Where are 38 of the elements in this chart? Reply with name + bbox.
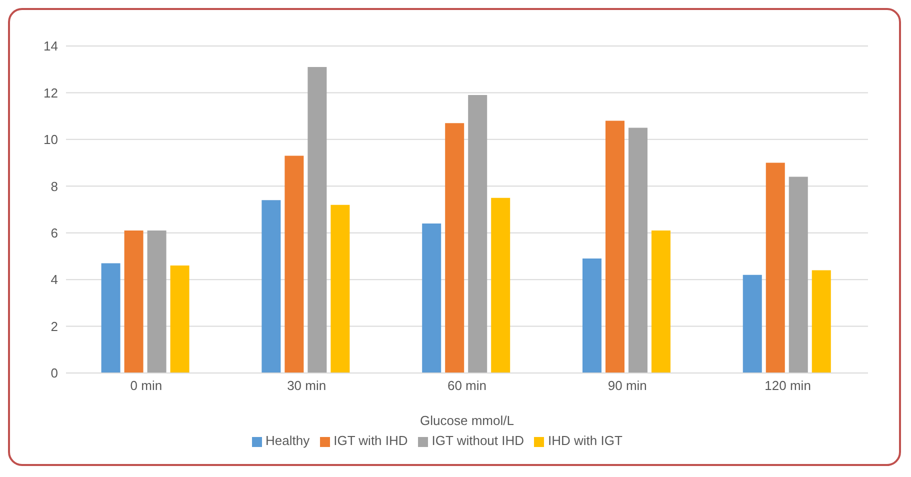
x-tick-label: 90 min bbox=[608, 378, 647, 394]
bar bbox=[582, 258, 602, 373]
bar bbox=[101, 263, 120, 373]
bar bbox=[788, 176, 808, 373]
x-tick-label: 120 min bbox=[764, 378, 811, 394]
y-tick-label: 0 bbox=[50, 366, 58, 381]
bar bbox=[308, 67, 327, 373]
x-tick-label: 30 min bbox=[287, 378, 326, 394]
bar bbox=[422, 224, 442, 373]
y-tick-label: 6 bbox=[50, 225, 58, 240]
y-tick-label: 8 bbox=[50, 178, 58, 194]
y-tick-label: 12 bbox=[44, 85, 58, 100]
y-tick-label: 4 bbox=[50, 272, 58, 288]
bar bbox=[262, 200, 281, 373]
bar bbox=[445, 123, 464, 373]
x-tick-label: 0 min bbox=[130, 378, 162, 394]
bar bbox=[468, 95, 488, 373]
y-tick-label: 14 bbox=[44, 38, 58, 54]
bar bbox=[605, 120, 624, 373]
y-tick-label: 10 bbox=[44, 132, 58, 148]
x-tick-label: 60 min bbox=[447, 378, 487, 394]
bar bbox=[491, 198, 510, 373]
bar bbox=[124, 230, 144, 373]
legend-label: Healthy bbox=[266, 433, 310, 448]
bar bbox=[651, 230, 670, 373]
bar bbox=[330, 204, 350, 373]
bar bbox=[147, 230, 166, 373]
bar bbox=[812, 270, 831, 373]
bar bbox=[766, 162, 785, 373]
bar bbox=[742, 274, 762, 373]
legend-label: IGT without IHD bbox=[432, 433, 524, 448]
bar bbox=[628, 128, 648, 373]
legend-label: IGT with IHD bbox=[334, 433, 408, 448]
bar bbox=[284, 156, 304, 373]
bar bbox=[170, 266, 190, 373]
x-axis-title: Glucose mmol/L bbox=[420, 413, 514, 428]
y-tick-label: 2 bbox=[50, 318, 58, 334]
legend-label: IHD with IGT bbox=[548, 433, 622, 448]
